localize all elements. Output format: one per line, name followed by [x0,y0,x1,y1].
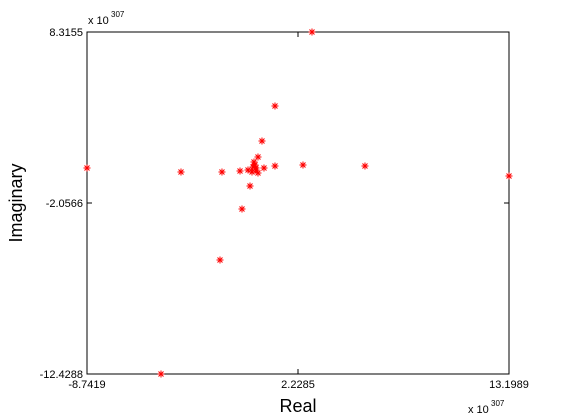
point [218,168,226,176]
point [246,182,254,190]
y-tick-label: 8.3155 [49,27,83,39]
point [258,137,266,145]
point [244,166,252,174]
point [505,172,513,180]
point [252,166,260,174]
point [83,164,91,172]
y-tick-label: -12.4288 [40,369,83,381]
y-axis-label: Imaginary [6,163,26,242]
point [254,153,262,161]
x-tick-label: -8.7419 [68,379,105,391]
x-multiplier-exponent: 307 [491,399,505,408]
point [236,167,244,175]
point [248,168,256,176]
plot-frame [86,31,510,375]
x-axis-label: Real [279,396,316,416]
point [271,162,279,170]
point [308,28,316,36]
x-multiplier: x 10 [468,404,489,416]
y-tick-label: -2.0566 [46,198,83,210]
point [250,158,258,166]
point [260,164,268,172]
point [251,161,259,169]
point [299,161,307,169]
point [271,102,279,110]
x-tick-label: 13.1989 [489,379,529,391]
point [157,370,165,378]
x-tick-label: 2.2285 [281,379,315,391]
point [238,205,246,213]
y-multiplier: x 10 [88,15,109,27]
point [361,162,369,170]
point [216,256,224,264]
point [177,168,185,176]
point [254,169,262,177]
y-multiplier-exponent: 307 [111,10,125,19]
